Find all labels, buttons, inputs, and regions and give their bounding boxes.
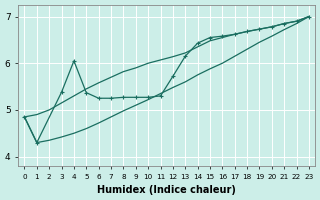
X-axis label: Humidex (Indice chaleur): Humidex (Indice chaleur) [97, 185, 236, 195]
